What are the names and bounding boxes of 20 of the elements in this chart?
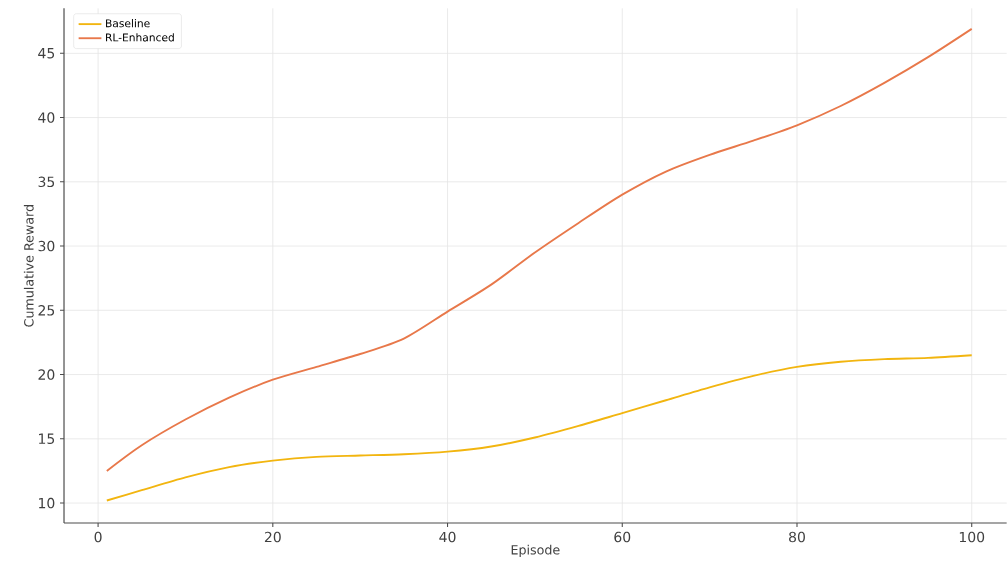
y-axis-title: Cumulative Reward xyxy=(23,205,34,327)
y-tick-label: 35 xyxy=(38,176,55,188)
y-tick-label: 25 xyxy=(38,305,55,316)
line-series xyxy=(105,27,973,472)
y-tick-label: 40 xyxy=(38,112,55,123)
x-axis-title: Episode xyxy=(511,544,560,558)
y-tick-label: 15 xyxy=(39,433,55,445)
legend-label: Baseline xyxy=(106,19,150,28)
x-tick-label: 40 xyxy=(439,531,456,543)
legend-label: RL-Enhanced xyxy=(106,33,174,42)
x-tick-label: 20 xyxy=(264,531,281,543)
x-tick-label: 60 xyxy=(614,531,631,543)
y-tick-label: 20 xyxy=(38,369,55,380)
y-tick-label: 45 xyxy=(38,48,55,59)
x-tick-label: 0 xyxy=(94,531,102,543)
x-tick-label: 80 xyxy=(789,531,805,543)
y-tick-label: 30 xyxy=(38,240,55,252)
y-tick-label: 10 xyxy=(39,497,55,509)
x-tick-label: 100 xyxy=(959,531,985,543)
line-series xyxy=(105,354,973,502)
